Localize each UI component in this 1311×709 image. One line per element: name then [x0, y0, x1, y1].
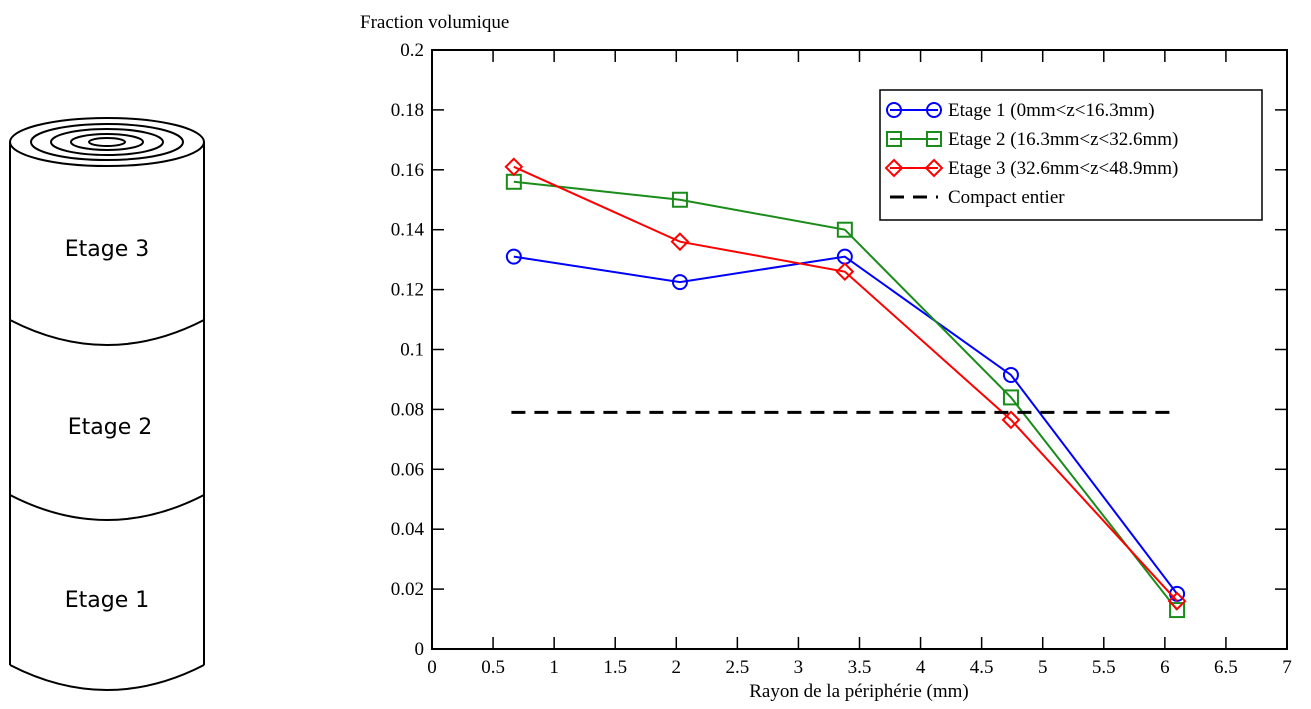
x-axis-label: Rayon de la périphérie (mm): [749, 681, 968, 702]
marker: [884, 158, 904, 178]
y-tick-label: 0: [415, 639, 425, 660]
y-tick-label: 0.02: [391, 579, 424, 600]
y-tick-label: 0.2: [400, 40, 424, 61]
x-tick-label: 4: [916, 657, 926, 678]
marker: [1002, 389, 1019, 406]
y-tick-label: 0.08: [391, 399, 424, 420]
legend-label: Etage 2 (16.3mm<z<32.6mm): [948, 129, 1178, 150]
x-tick-label: 6.5: [1214, 657, 1238, 678]
x-tick-label: 5.5: [1092, 657, 1116, 678]
y-tick-label: 0.18: [391, 100, 424, 121]
stage-label: Etage 2: [68, 415, 153, 440]
marker: [504, 157, 524, 177]
legend-label: Compact entier: [948, 187, 1065, 208]
y-tick-label: 0.16: [391, 160, 424, 181]
x-tick-label: 7: [1282, 657, 1292, 678]
legend-box: [879, 89, 1263, 221]
x-tick-label: 3.5: [848, 657, 872, 678]
x-tick-label: 3: [794, 657, 804, 678]
series-line: [513, 165, 1178, 602]
marker: [836, 221, 853, 238]
marker: [835, 262, 855, 282]
diagram-labels: Etage 3 Etage 2 Etage 1: [65, 237, 153, 613]
stage-label: Etage 3: [65, 237, 150, 262]
legend-label: Etage 3 (32.6mm<z<48.9mm): [948, 158, 1178, 179]
chart: Fraction volumique Rayon de la périphéri…: [360, 12, 1292, 702]
marker: [886, 102, 902, 118]
marker: [671, 274, 688, 291]
x-tick-label: 0: [427, 657, 437, 678]
y-tick-label: 0.06: [391, 459, 424, 480]
legend-label: Etage 1 (0mm<z<16.3mm): [948, 100, 1155, 121]
x-tick-label: 5: [1038, 657, 1048, 678]
marker: [926, 102, 942, 118]
marker: [671, 191, 688, 208]
x-tick-label: 4.5: [970, 657, 994, 678]
marker: [926, 131, 942, 147]
marker: [924, 158, 944, 178]
marker: [1167, 591, 1187, 611]
series-line: [513, 180, 1178, 611]
marker: [1169, 602, 1186, 619]
cylinder-diagram: [9, 117, 205, 691]
marker: [1001, 410, 1021, 430]
marker: [670, 232, 690, 252]
x-tick-label: 1: [549, 657, 559, 678]
y-tick-label: 0.04: [391, 519, 425, 540]
y-axis-label: Fraction volumique: [360, 12, 509, 33]
marker: [1002, 366, 1019, 383]
x-tick-label: 2.5: [725, 657, 749, 678]
x-tick-label: 0.5: [481, 657, 505, 678]
marker: [886, 131, 902, 147]
marker: [505, 248, 522, 265]
series-line: [513, 255, 1178, 595]
x-tick-label: 2: [672, 657, 682, 678]
y-tick-label: 0.1: [400, 340, 424, 361]
y-tick-label: 0.14: [391, 220, 425, 241]
x-tick-label: 1.5: [603, 657, 627, 678]
y-tick-label: 0.12: [391, 280, 424, 301]
stage-label: Etage 1: [65, 588, 150, 613]
x-tick-label: 6: [1160, 657, 1170, 678]
